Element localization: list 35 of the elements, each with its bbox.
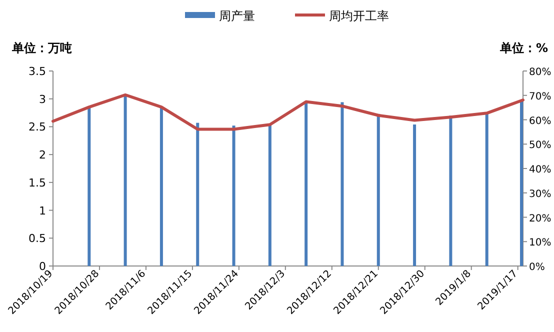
bar xyxy=(88,106,91,266)
bar xyxy=(268,124,272,266)
y2-axis-title: 单位：% xyxy=(498,41,548,55)
y-tick-label: 0 xyxy=(39,260,46,273)
bar xyxy=(376,114,380,266)
legend-label: 周产量 xyxy=(219,9,255,23)
y2-tick-label: 50% xyxy=(529,140,552,152)
y-tick-label: 2 xyxy=(39,148,46,162)
bar xyxy=(196,122,200,266)
bar xyxy=(124,96,127,266)
y-tick-label: 3 xyxy=(39,92,46,106)
y2-tick-label: 60% xyxy=(529,116,552,127)
bar xyxy=(340,102,344,266)
y-tick-label: 1 xyxy=(39,204,46,218)
y2-tick-label: 40% xyxy=(529,164,552,176)
y2-tick-label: 70% xyxy=(529,91,552,102)
y2-tick-label: 10% xyxy=(529,238,552,249)
bar xyxy=(449,116,452,266)
legend-label: 周均开工率 xyxy=(329,9,389,23)
y-tick-label: 3.5 xyxy=(28,65,46,78)
y2-tick-label: 0% xyxy=(529,262,545,273)
bar xyxy=(232,126,236,266)
y2-tick-label: 30% xyxy=(529,188,552,200)
y2-tick-label: 80% xyxy=(529,67,552,78)
y-axis-title: 单位：万吨 xyxy=(11,41,72,55)
bar xyxy=(520,100,523,266)
y-tick-label: 2.5 xyxy=(28,120,46,134)
y2-tick-label: 20% xyxy=(529,213,552,224)
line-series xyxy=(52,93,524,131)
bar xyxy=(485,113,488,266)
bar xyxy=(304,102,308,266)
y-tick-label: 0.5 xyxy=(28,232,46,246)
y-tick-label: 1.5 xyxy=(28,176,46,190)
bar xyxy=(413,124,416,266)
bar xyxy=(160,107,163,266)
